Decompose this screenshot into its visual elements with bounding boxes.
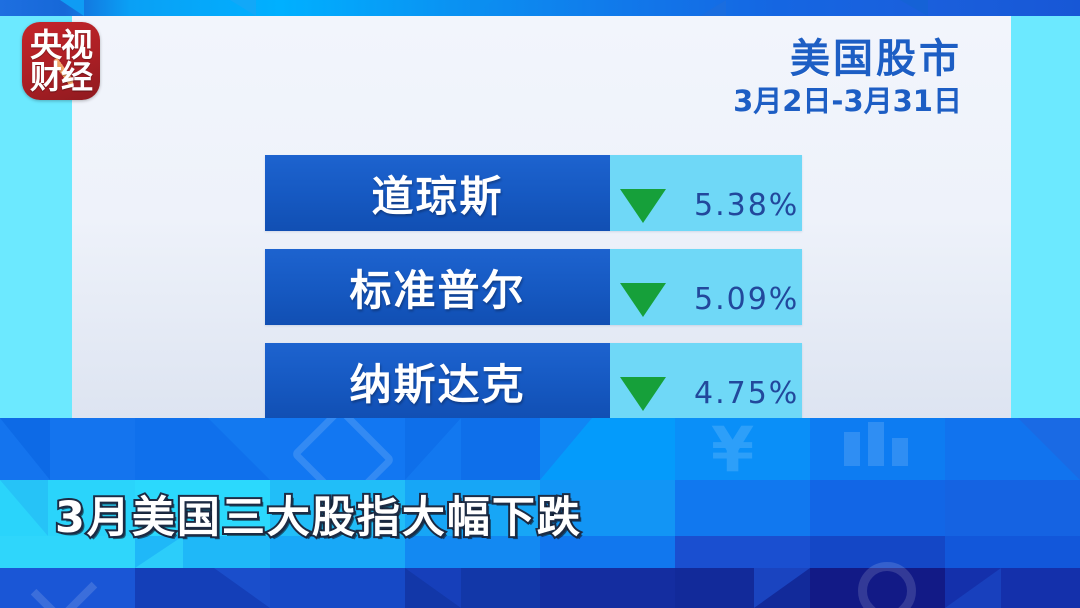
- mosaic-tile: [675, 480, 810, 536]
- mosaic-tile: [945, 536, 1080, 568]
- mosaic-tile: [135, 568, 270, 608]
- mosaic-tile: [405, 536, 540, 568]
- mosaic-corner: [405, 568, 461, 608]
- yen-symbol-icon: ¥: [711, 418, 755, 486]
- index-value-cell: 5.09%: [610, 249, 802, 325]
- mosaic-tile: ¥: [675, 418, 810, 486]
- logo-line-1: 央视: [29, 26, 93, 64]
- mosaic-tile: [135, 480, 270, 536]
- strip-triangle: [470, 0, 494, 16]
- mosaic-tile: [945, 480, 1080, 536]
- mosaic-tile: [810, 549, 945, 608]
- right-cyan-band: [1011, 16, 1080, 418]
- index-name-label: 纳斯达克: [349, 359, 526, 409]
- index-name-cell: 标准普尔: [265, 249, 610, 325]
- strip-triangle: [900, 0, 928, 16]
- table-row: 标准普尔 5.09%: [265, 249, 802, 325]
- mosaic-corner: [754, 568, 810, 608]
- mosaic-tile: [675, 536, 810, 568]
- strip-triangle: [700, 0, 726, 16]
- mosaic-tile: [540, 536, 675, 568]
- index-percent-label: 5.38%: [694, 188, 800, 223]
- mosaic-corner: [0, 418, 50, 480]
- bottom-mosaic-band: ¥: [0, 418, 1080, 608]
- mosaic-corner: [135, 536, 183, 568]
- mosaic-corner: [208, 418, 270, 480]
- mosaic-tile: [270, 480, 405, 536]
- mosaic-tile: [405, 568, 540, 608]
- mosaic-tile: [945, 418, 1080, 480]
- mosaic-tile: [270, 568, 405, 608]
- date-range-label: 3月2日-3月31日: [733, 84, 962, 118]
- index-percent-label: 5.09%: [694, 282, 800, 317]
- mosaic-tile: [810, 536, 945, 568]
- arrow-down-icon: [620, 189, 666, 223]
- top-decorative-strip: [0, 0, 1080, 16]
- mosaic-tile: [135, 418, 270, 480]
- mosaic-tile: [0, 418, 135, 480]
- mosaic-tile: [540, 418, 675, 480]
- mosaic-corner: [405, 418, 461, 480]
- arrow-down-icon: [620, 283, 666, 317]
- table-row: 纳斯达克 4.75%: [265, 343, 802, 419]
- mosaic-tile: [810, 418, 945, 480]
- mosaic-corner: [0, 480, 48, 536]
- header-title-block: 美国股市 3月2日-3月31日: [733, 36, 962, 118]
- strip-triangle: [60, 0, 84, 16]
- mosaic-tile: [405, 480, 540, 536]
- strip-triangle: [230, 0, 256, 16]
- arrow-down-icon: [620, 377, 666, 411]
- mosaic-tile: [0, 480, 135, 536]
- mosaic-tile: [675, 568, 810, 608]
- mosaic-tile: [405, 418, 540, 480]
- index-name-label: 标准普尔: [349, 265, 526, 315]
- mosaic-tile: [0, 557, 135, 608]
- mosaic-corner: [540, 418, 592, 480]
- page-title: 美国股市: [790, 36, 962, 82]
- index-value-cell: 5.38%: [610, 155, 802, 231]
- mosaic-tile: [540, 480, 675, 536]
- index-percent-label: 4.75%: [694, 376, 800, 411]
- table-row: 道琼斯 5.38%: [265, 155, 802, 231]
- mosaic-tile: [945, 568, 1080, 608]
- mosaic-tile: [0, 536, 135, 568]
- bar-chart-icon: [892, 438, 908, 466]
- index-name-cell: 道琼斯: [265, 155, 610, 231]
- mosaic-tile: [135, 536, 270, 568]
- mosaic-tile: [270, 536, 405, 568]
- mosaic-tile: [810, 480, 945, 536]
- bar-chart-icon: [868, 422, 884, 466]
- index-name-label: 道琼斯: [371, 171, 504, 221]
- cctv-finance-logo: 央视 财经: [22, 22, 100, 100]
- bar-chart-icon: [844, 432, 860, 466]
- mosaic-tile: [270, 418, 405, 510]
- mosaic-corner: [945, 568, 1001, 608]
- index-name-cell: 纳斯达克: [265, 343, 610, 419]
- logo-line-2: 财经: [29, 58, 93, 96]
- mosaic-corner: [214, 568, 270, 608]
- index-bar-list: 道琼斯 5.38% 标准普尔 5.09% 纳斯达克 4.75%: [265, 155, 802, 437]
- mosaic-tile: [540, 568, 675, 608]
- caption-text: 3月美国三大股指大幅下跌: [53, 491, 582, 545]
- index-value-cell: 4.75%: [610, 343, 802, 419]
- mosaic-corner: [1018, 418, 1080, 480]
